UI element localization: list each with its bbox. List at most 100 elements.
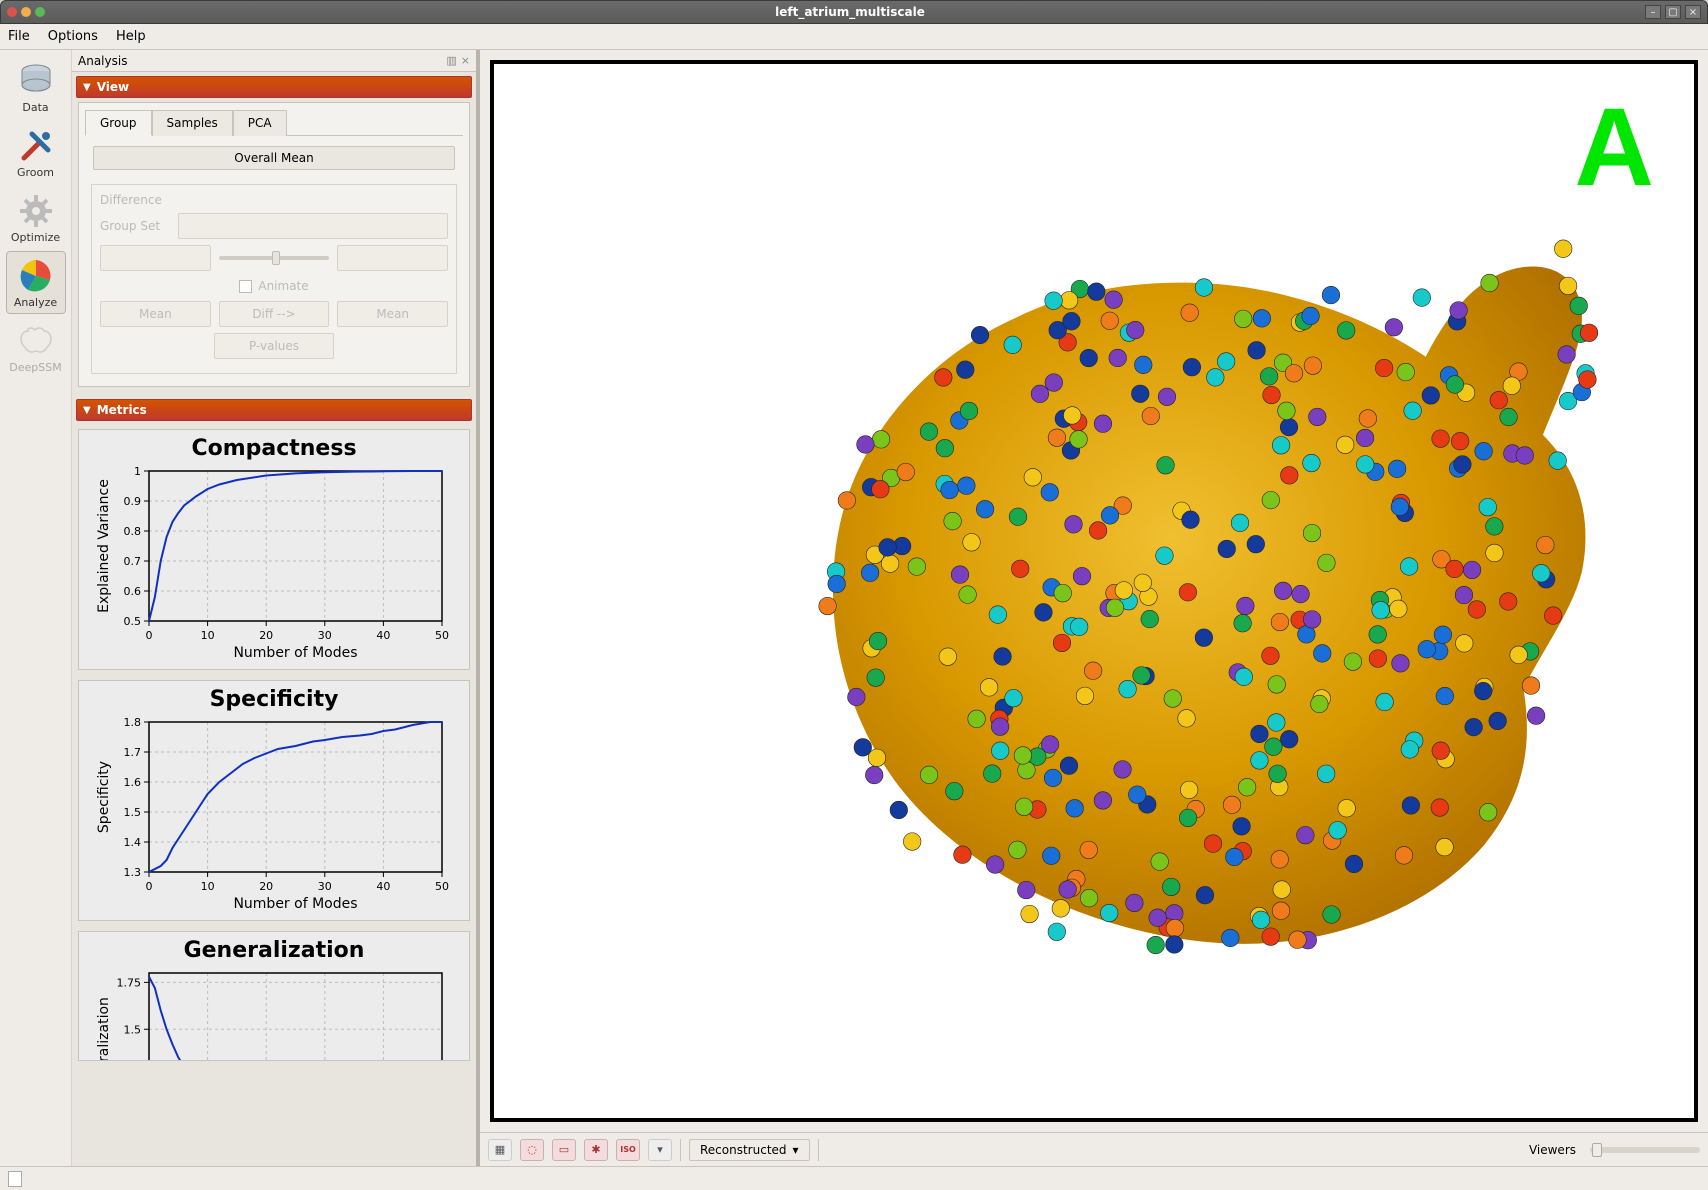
maximize-dot-icon[interactable] xyxy=(35,7,45,17)
tab-pca[interactable]: PCA xyxy=(233,110,287,136)
rail-analyze[interactable]: Analyze xyxy=(6,251,66,314)
svg-text:30: 30 xyxy=(318,629,332,642)
svg-text:20: 20 xyxy=(259,880,273,893)
tab-samples[interactable]: Samples xyxy=(152,110,233,136)
maximize-button[interactable]: ▢ xyxy=(1665,5,1681,19)
swatch-button-3[interactable]: ✱ xyxy=(584,1139,608,1161)
rail-data-label: Data xyxy=(22,101,48,114)
group-set-select xyxy=(178,213,448,239)
rail-deepssm-label: DeepSSM xyxy=(9,361,61,374)
section-metrics-header[interactable]: ▼ Metrics xyxy=(76,399,472,421)
reconstructed-dropdown[interactable]: Reconstructed ▾ xyxy=(689,1139,810,1161)
rail-optimize[interactable]: Optimize xyxy=(6,186,66,249)
iso-button[interactable]: ISO xyxy=(616,1139,640,1161)
group-left-select xyxy=(100,245,211,271)
diff-button: Diff --> xyxy=(219,301,330,327)
separator xyxy=(818,1139,819,1161)
viewers-label: Viewers xyxy=(1529,1143,1576,1157)
chart-compactness-title: Compactness xyxy=(85,436,463,461)
svg-text:1: 1 xyxy=(134,465,141,478)
brain-icon xyxy=(16,321,56,361)
rail-groom[interactable]: Groom xyxy=(6,121,66,184)
overall-mean-button[interactable]: Overall Mean xyxy=(93,146,455,170)
pvalues-button: P-values xyxy=(214,333,334,359)
window-titlebar: left_atrium_multiscale – ▢ × xyxy=(0,0,1708,24)
chart-generalization-plot: 010203040501.251.51.75Number of ModesGen… xyxy=(94,965,454,1061)
section-view-title: View xyxy=(97,80,129,94)
svg-text:50: 50 xyxy=(435,629,449,642)
mean-left-button: Mean xyxy=(100,301,211,327)
rail-optimize-label: Optimize xyxy=(11,231,60,244)
panel-undock-icon[interactable]: ▥ xyxy=(446,54,456,67)
menu-file[interactable]: File xyxy=(8,29,30,44)
analysis-panel-title: Analysis xyxy=(78,54,127,68)
rail-data[interactable]: Data xyxy=(6,56,66,119)
svg-text:1.4: 1.4 xyxy=(124,836,142,849)
chart-compactness: Compactness 010203040500.50.60.70.80.91N… xyxy=(78,429,470,670)
gear-icon xyxy=(16,191,56,231)
svg-text:1.5: 1.5 xyxy=(124,1023,142,1036)
swatch-button-1[interactable]: ◌ xyxy=(520,1139,544,1161)
svg-text:20: 20 xyxy=(259,629,273,642)
document-icon xyxy=(8,1171,22,1187)
statusbar xyxy=(0,1166,1708,1190)
viewer-pane: A ▦ ◌ ▭ ✱ ISO ▾ Reconstructed ▾ Viewers xyxy=(480,50,1708,1166)
svg-text:10: 10 xyxy=(201,880,215,893)
svg-text:1.75: 1.75 xyxy=(117,976,142,989)
svg-text:0: 0 xyxy=(146,629,153,642)
minimize-button[interactable]: – xyxy=(1645,5,1661,19)
collapse-icon: ▼ xyxy=(83,405,91,416)
group-right-select xyxy=(337,245,448,271)
svg-text:0.8: 0.8 xyxy=(124,525,142,538)
chart-generalization-title: Generalization xyxy=(85,938,463,963)
swatch-button-2[interactable]: ▭ xyxy=(552,1139,576,1161)
rail-analyze-label: Analyze xyxy=(14,296,57,309)
svg-text:0: 0 xyxy=(146,880,153,893)
svg-text:1.3: 1.3 xyxy=(124,866,142,879)
viewer-toolbar: ▦ ◌ ▭ ✱ ISO ▾ Reconstructed ▾ Viewers xyxy=(480,1132,1708,1166)
chevron-down-icon: ▾ xyxy=(793,1143,799,1157)
section-metrics-title: Metrics xyxy=(97,403,147,417)
svg-text:40: 40 xyxy=(376,629,390,642)
difference-label: Difference xyxy=(100,193,448,207)
rail-groom-label: Groom xyxy=(17,166,54,179)
reconstructed-label: Reconstructed xyxy=(700,1143,787,1157)
mesh-render xyxy=(494,64,1694,1118)
window-title: left_atrium_multiscale xyxy=(55,5,1645,19)
svg-text:1.7: 1.7 xyxy=(124,746,142,759)
svg-text:1.5: 1.5 xyxy=(124,806,142,819)
minimize-dot-icon[interactable] xyxy=(21,7,31,17)
chart-specificity: Specificity 010203040501.31.41.51.61.71.… xyxy=(78,680,470,921)
grid-layout-button[interactable]: ▦ xyxy=(488,1139,512,1161)
menu-options[interactable]: Options xyxy=(48,29,98,44)
viewers-slider[interactable] xyxy=(1590,1147,1700,1153)
analysis-panel: Analysis ▥ × ▼ View Group Samples PCA Ov… xyxy=(72,50,480,1166)
rail-deepssm: DeepSSM xyxy=(6,316,66,379)
group-set-label: Group Set xyxy=(100,219,170,233)
render-viewport[interactable]: A xyxy=(490,60,1698,1122)
menu-help[interactable]: Help xyxy=(116,29,146,44)
window-traffic-lights xyxy=(7,7,45,17)
chart-specificity-title: Specificity xyxy=(85,687,463,712)
svg-text:0.5: 0.5 xyxy=(124,615,142,628)
iso-dropdown-button[interactable]: ▾ xyxy=(648,1139,672,1161)
piechart-icon xyxy=(16,256,56,296)
collapse-icon: ▼ xyxy=(83,82,91,93)
svg-text:Explained Variance: Explained Variance xyxy=(96,479,112,613)
animate-checkbox xyxy=(239,280,252,293)
chart-compactness-plot: 010203040500.50.60.70.80.91Number of Mod… xyxy=(94,463,454,663)
tools-icon xyxy=(16,126,56,166)
svg-text:0.7: 0.7 xyxy=(124,555,142,568)
chart-generalization: Generalization 010203040501.251.51.75Num… xyxy=(78,931,470,1061)
animate-label: Animate xyxy=(258,279,308,293)
section-view-header[interactable]: ▼ View xyxy=(76,76,472,98)
close-button[interactable]: × xyxy=(1685,5,1701,19)
svg-text:Number of Modes: Number of Modes xyxy=(233,645,357,661)
svg-text:40: 40 xyxy=(376,880,390,893)
view-tabs: Group Samples PCA xyxy=(85,109,463,136)
close-dot-icon[interactable] xyxy=(7,7,17,17)
analysis-panel-header: Analysis ▥ × xyxy=(72,50,476,72)
tab-group[interactable]: Group xyxy=(85,110,152,136)
panel-close-icon[interactable]: × xyxy=(461,54,470,67)
svg-text:50: 50 xyxy=(435,880,449,893)
